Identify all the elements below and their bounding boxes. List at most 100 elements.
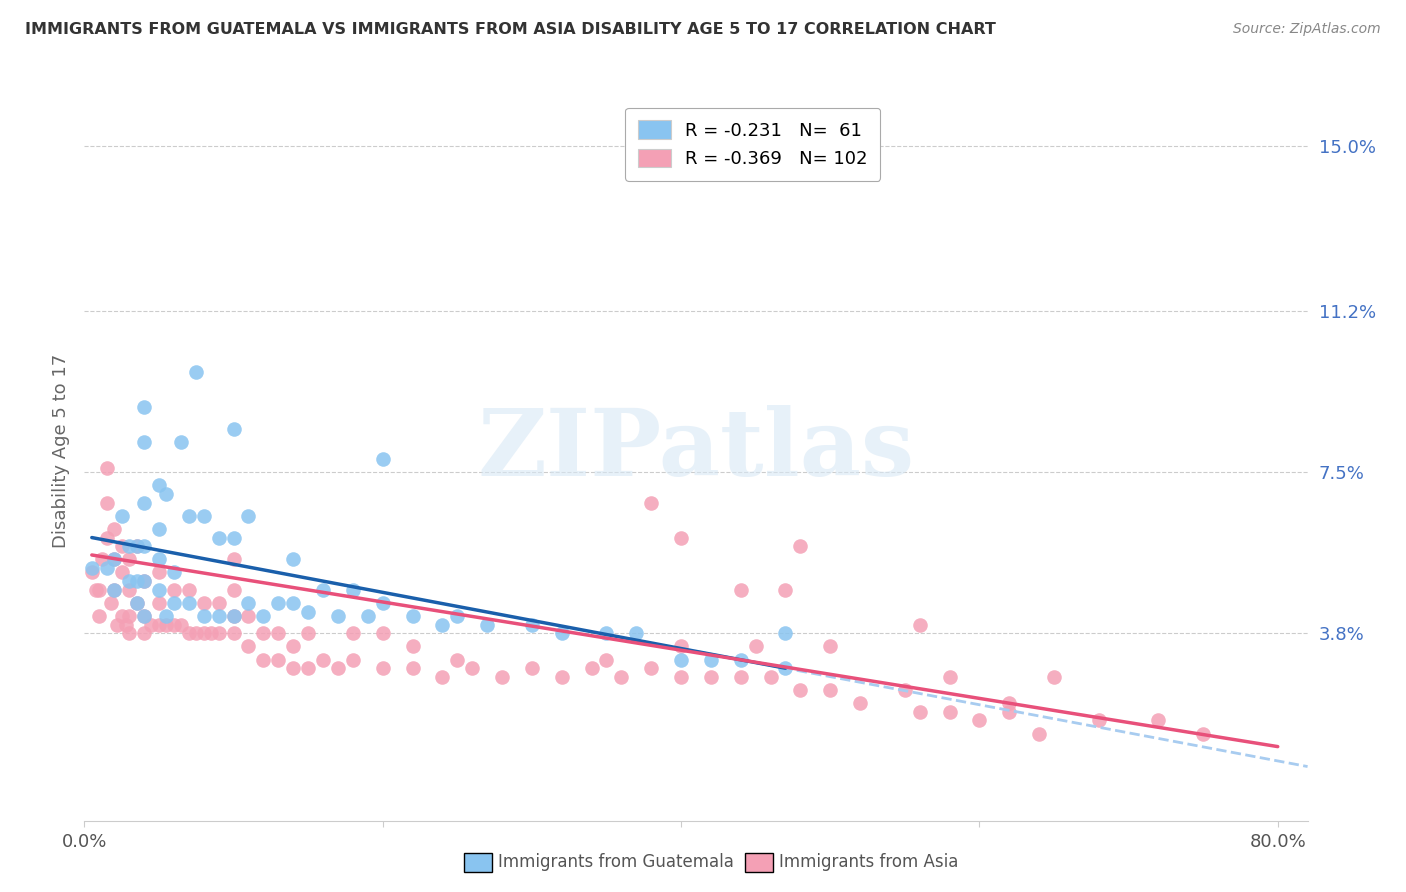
Point bbox=[125, 574, 148, 588]
Point bbox=[193, 508, 215, 523]
Point bbox=[700, 670, 723, 684]
Point bbox=[222, 609, 245, 624]
Point bbox=[640, 661, 662, 675]
Point bbox=[297, 626, 319, 640]
Point bbox=[1087, 714, 1109, 728]
Point bbox=[200, 626, 222, 640]
Point bbox=[141, 617, 163, 632]
Point bbox=[775, 626, 797, 640]
Point bbox=[118, 574, 141, 588]
Point bbox=[115, 617, 138, 632]
Point bbox=[520, 661, 543, 675]
Point bbox=[163, 582, 186, 597]
Point bbox=[163, 617, 186, 632]
Point bbox=[148, 552, 170, 566]
Point bbox=[163, 596, 186, 610]
Point bbox=[551, 626, 574, 640]
Point bbox=[252, 652, 274, 666]
Point bbox=[446, 609, 468, 624]
Point bbox=[177, 596, 200, 610]
Point bbox=[238, 609, 260, 624]
Point bbox=[969, 714, 991, 728]
Point bbox=[80, 561, 103, 575]
Point bbox=[312, 582, 335, 597]
Point bbox=[177, 626, 200, 640]
Point bbox=[111, 539, 134, 553]
Point bbox=[132, 609, 155, 624]
Point bbox=[148, 478, 170, 492]
Point bbox=[118, 609, 141, 624]
Point bbox=[432, 617, 454, 632]
Point bbox=[207, 531, 229, 545]
Point bbox=[267, 626, 290, 640]
Point bbox=[222, 552, 245, 566]
Point bbox=[148, 617, 170, 632]
Point bbox=[96, 496, 118, 510]
Point bbox=[700, 652, 723, 666]
Point bbox=[775, 661, 797, 675]
Point bbox=[744, 640, 766, 654]
Point bbox=[132, 496, 155, 510]
Point bbox=[669, 640, 692, 654]
Point bbox=[80, 566, 103, 580]
Point bbox=[669, 670, 692, 684]
Point bbox=[222, 609, 245, 624]
Text: Immigrants from Guatemala: Immigrants from Guatemala bbox=[498, 853, 734, 871]
Point bbox=[170, 434, 193, 449]
Point bbox=[818, 683, 841, 698]
Point bbox=[1043, 670, 1066, 684]
Point bbox=[297, 661, 319, 675]
Point bbox=[326, 661, 349, 675]
Point bbox=[96, 531, 118, 545]
Point bbox=[155, 617, 177, 632]
Point bbox=[103, 552, 125, 566]
Point bbox=[267, 596, 290, 610]
Point bbox=[759, 670, 782, 684]
Point bbox=[111, 566, 134, 580]
Text: ZIPatlas: ZIPatlas bbox=[478, 406, 914, 495]
Point bbox=[520, 617, 543, 632]
Legend: R = -0.231   N=  61, R = -0.369   N= 102: R = -0.231 N= 61, R = -0.369 N= 102 bbox=[626, 108, 880, 181]
Point bbox=[446, 652, 468, 666]
Point bbox=[177, 582, 200, 597]
Point bbox=[669, 531, 692, 545]
Point bbox=[551, 670, 574, 684]
Point bbox=[238, 596, 260, 610]
Point bbox=[103, 582, 125, 597]
Point bbox=[148, 566, 170, 580]
Point bbox=[283, 596, 305, 610]
Point bbox=[342, 626, 364, 640]
Point bbox=[177, 508, 200, 523]
Point bbox=[118, 582, 141, 597]
Point bbox=[1147, 714, 1170, 728]
Point bbox=[432, 670, 454, 684]
Point bbox=[908, 617, 931, 632]
Point bbox=[132, 574, 155, 588]
Point bbox=[84, 582, 107, 597]
Point bbox=[100, 596, 122, 610]
Point bbox=[118, 552, 141, 566]
Point bbox=[170, 617, 193, 632]
Point bbox=[491, 670, 513, 684]
Point bbox=[91, 552, 114, 566]
Point bbox=[640, 496, 662, 510]
Point bbox=[998, 696, 1021, 710]
Text: IMMIGRANTS FROM GUATEMALA VS IMMIGRANTS FROM ASIA DISABILITY AGE 5 TO 17 CORRELA: IMMIGRANTS FROM GUATEMALA VS IMMIGRANTS … bbox=[25, 22, 997, 37]
Point bbox=[371, 626, 394, 640]
Point bbox=[371, 596, 394, 610]
Point bbox=[186, 365, 208, 379]
Point bbox=[132, 609, 155, 624]
Point bbox=[148, 582, 170, 597]
Point bbox=[193, 596, 215, 610]
Point bbox=[267, 652, 290, 666]
Point bbox=[163, 566, 186, 580]
Point bbox=[252, 609, 274, 624]
Point bbox=[818, 640, 841, 654]
Point bbox=[132, 434, 155, 449]
Point bbox=[238, 508, 260, 523]
Point bbox=[132, 626, 155, 640]
Point bbox=[312, 652, 335, 666]
Point bbox=[222, 531, 245, 545]
Point bbox=[222, 582, 245, 597]
Point bbox=[998, 705, 1021, 719]
